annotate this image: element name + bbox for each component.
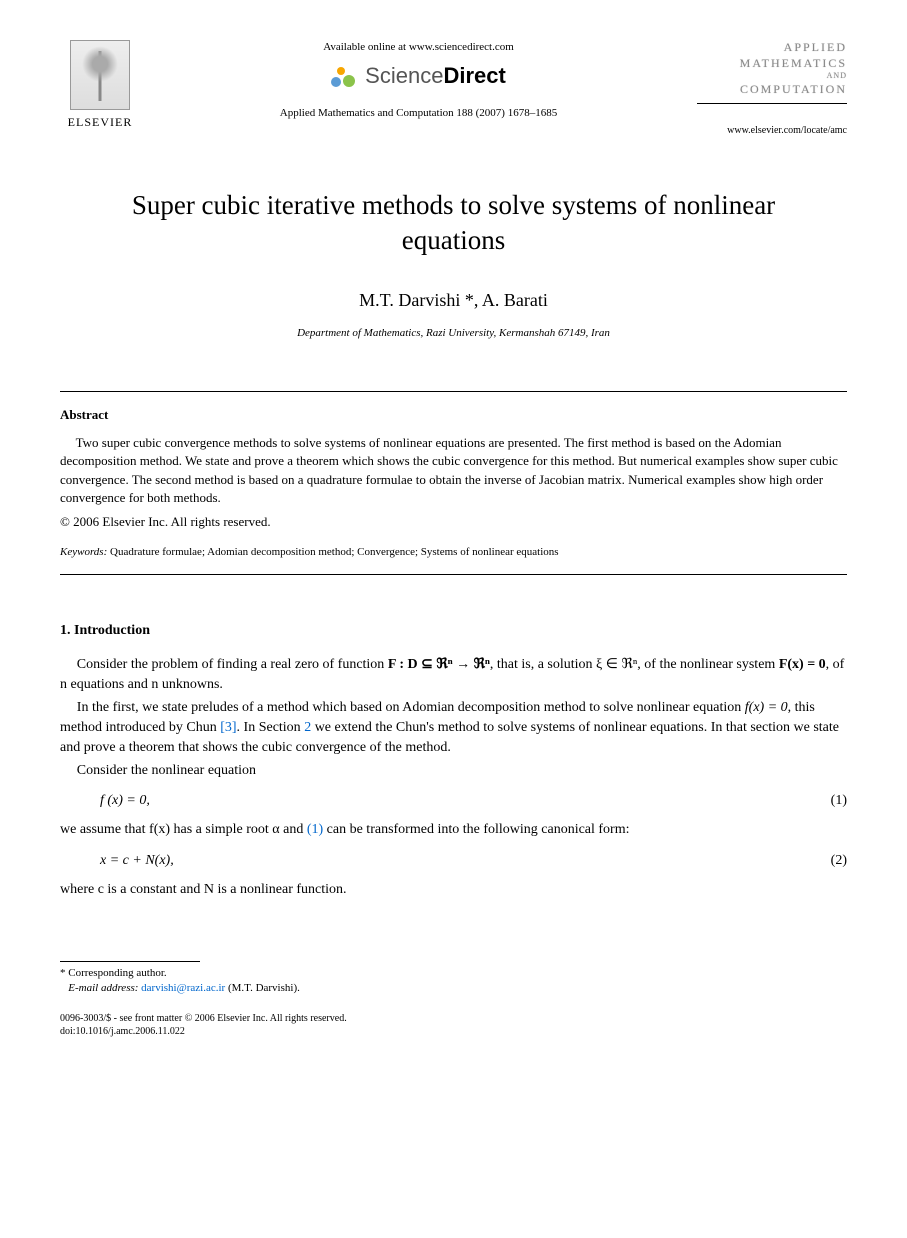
journal-logo-rule — [697, 103, 847, 104]
section-heading-intro: 1. Introduction — [60, 621, 847, 641]
intro-para-3: Consider the nonlinear equation — [60, 761, 847, 781]
author-separator: *, — [460, 290, 482, 310]
publisher-logo: ELSEVIER — [60, 40, 140, 131]
intro-para-4-wrap: we assume that f(x) has a simple root α … — [60, 820, 847, 840]
keywords-label: Keywords: — [60, 546, 107, 558]
email-link[interactable]: darvishi@razi.ac.ir — [141, 982, 225, 994]
intro-para-2: In the first, we state preludes of a met… — [60, 698, 847, 759]
footnotes: * Corresponding author. E-mail address: … — [60, 966, 847, 997]
abstract-body: Two super cubic convergence methods to s… — [60, 434, 847, 507]
keywords-line: Keywords: Quadrature formulae; Adomian d… — [60, 545, 847, 560]
author-name: M.T. Darvishi — [359, 290, 460, 310]
footnote-rule — [60, 961, 200, 962]
sd-word-light: Science — [365, 63, 443, 88]
abstract-text: Two super cubic convergence methods to s… — [60, 434, 847, 507]
author-name: A. Barati — [482, 290, 548, 310]
citation-link[interactable]: [3] — [220, 720, 236, 735]
abstract-heading: Abstract — [60, 406, 847, 424]
affiliation: Department of Mathematics, Razi Universi… — [60, 326, 847, 341]
equation-2-number: (2) — [831, 851, 847, 871]
sd-wordmark: ScienceDirect — [365, 61, 506, 92]
authors-line: M.T. Darvishi *, A. Barati — [60, 288, 847, 313]
abstract-top-rule — [60, 391, 847, 392]
equation-2: x = c + N(x), — [100, 851, 174, 871]
available-online-text: Available online at www.sciencedirect.co… — [160, 40, 677, 55]
journal-logo-line: AND — [697, 71, 847, 81]
introduction-body: Consider the problem of finding a real z… — [60, 655, 847, 781]
publisher-name: ELSEVIER — [60, 114, 140, 131]
equation-ref-link[interactable]: (1) — [307, 822, 323, 837]
footer-doi-line: doi:10.1016/j.amc.2006.11.022 — [60, 1025, 847, 1038]
journal-reference: Applied Mathematics and Computation 188 … — [160, 106, 677, 121]
email-label: E-mail address: — [68, 982, 138, 994]
journal-logo-line: MATHEMATICS — [697, 56, 847, 72]
copyright-line: © 2006 Elsevier Inc. All rights reserved… — [60, 513, 847, 531]
paper-header: ELSEVIER Available online at www.science… — [60, 40, 847, 138]
intro-para-1: Consider the problem of finding a real z… — [60, 655, 847, 696]
header-center: Available online at www.sciencedirect.co… — [140, 40, 697, 122]
journal-logo-line: COMPUTATION — [697, 82, 847, 98]
abstract-bottom-rule — [60, 574, 847, 575]
footer-metadata: 0096-3003/$ - see front matter © 2006 El… — [60, 1012, 847, 1038]
journal-url: www.elsevier.com/locate/amc — [697, 124, 847, 138]
journal-logo-line: APPLIED — [697, 40, 847, 56]
email-line: E-mail address: darvishi@razi.ac.ir (M.T… — [60, 981, 847, 996]
corresponding-author-note: * Corresponding author. — [60, 966, 847, 981]
equation-1: f (x) = 0, — [100, 791, 150, 811]
sd-dots-icon — [331, 67, 359, 87]
equation-1-number: (1) — [831, 791, 847, 811]
journal-cover-logo: APPLIED MATHEMATICS AND COMPUTATION www.… — [697, 40, 847, 138]
footer-issn-line: 0096-3003/$ - see front matter © 2006 El… — [60, 1012, 847, 1025]
article-title: Super cubic iterative methods to solve s… — [100, 188, 807, 258]
email-author: (M.T. Darvishi). — [225, 982, 300, 994]
intro-para-4: we assume that f(x) has a simple root α … — [60, 820, 847, 840]
sciencedirect-logo: ScienceDirect — [160, 61, 677, 92]
sd-word-bold: Direct — [443, 63, 505, 88]
intro-para-5: where c is a constant and N is a nonline… — [60, 880, 847, 900]
equation-2-row: x = c + N(x), (2) — [100, 851, 847, 871]
equation-1-row: f (x) = 0, (1) — [100, 791, 847, 811]
keywords-text: Quadrature formulae; Adomian decompositi… — [107, 546, 558, 558]
intro-para-5-wrap: where c is a constant and N is a nonline… — [60, 880, 847, 900]
elsevier-tree-icon — [70, 40, 130, 110]
